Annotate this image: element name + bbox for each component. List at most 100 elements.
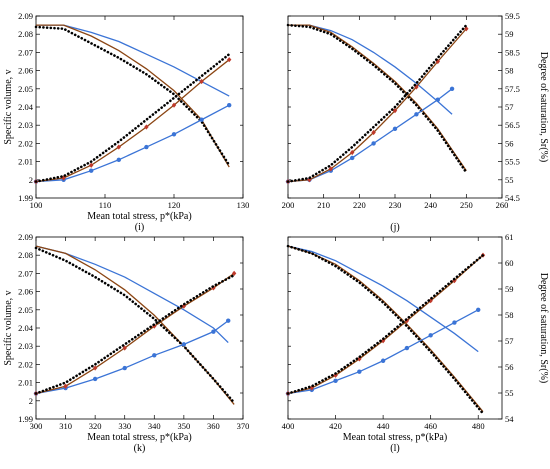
x-tick-label: 220: [353, 200, 366, 210]
y2-tick-label: 61: [505, 232, 514, 242]
x-tick-label: 400: [282, 421, 295, 431]
data-point: [122, 345, 127, 351]
y2-tick-label: 55: [505, 175, 514, 185]
x-axis-title: Mean total stress, p*(kPa): [87, 432, 191, 443]
series-line-3: [286, 23, 468, 174]
x-tick-label: 480: [472, 421, 485, 431]
panel-l: 400 420 440 460 480 54 55 56 57 58 59 60 61 Mean tota…: [282, 232, 549, 454]
x-tick-label: 420: [329, 421, 342, 431]
data-point: [404, 345, 410, 351]
x-axis-title: Mean total stress, p*(kPa): [343, 432, 447, 443]
y-tick-label: 2.08: [18, 29, 33, 39]
x-axis-title: Mean total stress, p*(kPa): [87, 211, 191, 222]
data-point: [231, 270, 237, 276]
y-tick-label: 2.04: [18, 102, 34, 112]
x-tick-label: 100: [30, 200, 43, 210]
y-axis-title: Specific volume, v: [3, 290, 14, 365]
data-point: [181, 303, 187, 309]
y-tick-label: 2.06: [18, 66, 33, 76]
panel-caption: (k): [134, 443, 146, 454]
data-point: [328, 166, 333, 172]
data-point: [449, 86, 455, 92]
x-tick-label: 350: [177, 421, 190, 431]
y2-tick-label: 54: [505, 414, 514, 424]
data-point: [171, 132, 177, 137]
y2-tick-label: 58: [505, 66, 514, 76]
panel-caption: (l): [390, 443, 399, 454]
data-point: [464, 26, 469, 32]
y-tick-label: 2.02: [18, 359, 33, 369]
x-tick-label: 110: [99, 200, 111, 210]
panel-caption: (j): [390, 222, 399, 233]
y-tick-label: 2.08: [18, 250, 33, 260]
y2-tick-label: 57: [505, 336, 514, 346]
data-point: [226, 318, 231, 323]
y2-tick-label: 54.5: [505, 193, 520, 203]
x-tick-label: 370: [237, 421, 250, 431]
y2-axis-title: Degree of saturation, Sr(%): [538, 52, 549, 163]
y-tick-label: 1.99: [18, 193, 33, 203]
y2-tick-label: 56: [505, 362, 514, 372]
x-tick-label: 360: [207, 421, 220, 431]
y-tick-label: 2.07: [18, 47, 33, 57]
data-point: [92, 365, 98, 371]
data-point: [63, 383, 68, 389]
data-point: [199, 117, 204, 122]
panel-i: 100 110 120 130 1.99 2 2.01 2.02 2.03 2.04 2.05 2.0…: [3, 11, 249, 233]
series-line-2: [36, 24, 230, 168]
y2-tick-label: 59: [505, 284, 514, 294]
y2-tick-label: 56: [505, 138, 514, 148]
data-point: [171, 102, 177, 108]
data-point: [357, 369, 362, 374]
series-line-6: [286, 23, 468, 183]
data-point: [428, 333, 433, 338]
data-point: [211, 285, 216, 291]
y-tick-label: 2: [29, 396, 33, 406]
data-point: [392, 126, 398, 132]
x-tick-label: 440: [377, 421, 390, 431]
data-point: [152, 353, 157, 358]
data-point: [435, 97, 440, 102]
y-tick-label: 2.04: [18, 323, 34, 333]
data-point: [227, 102, 232, 108]
data-point: [476, 307, 481, 312]
y-tick-label: 2.09: [18, 11, 33, 21]
series-line-3: [34, 246, 236, 404]
x-tick-label: 240: [424, 200, 437, 210]
y-tick-label: 2.07: [18, 268, 33, 278]
series-line-1: [287, 245, 479, 353]
x-tick-label: 300: [30, 421, 43, 431]
data-point: [89, 168, 94, 173]
data-point: [92, 376, 98, 382]
series-line-3: [34, 25, 231, 167]
x-tick-label: 210: [317, 200, 330, 210]
data-point: [122, 365, 127, 371]
y2-tick-label: 57: [505, 102, 514, 112]
x-tick-label: 320: [89, 421, 102, 431]
y-tick-label: 2.06: [18, 287, 33, 297]
y2-tick-label: 55.5: [505, 157, 520, 167]
series-line-2: [287, 245, 484, 413]
x-tick-label: 340: [148, 421, 161, 431]
data-point: [144, 124, 149, 130]
data-point: [371, 141, 376, 146]
data-point: [371, 129, 376, 136]
x-tick-label: 120: [168, 200, 181, 210]
x-tick-label: 250: [460, 200, 473, 210]
series-line-6: [34, 52, 231, 183]
series-line-1: [288, 24, 453, 115]
y-tick-label: 2.03: [18, 120, 33, 130]
data-point: [350, 149, 355, 156]
series-line-4: [35, 320, 229, 395]
series-line-5: [35, 272, 235, 395]
panel-k: 300 310 320 330 340 350 360 370 1.99 2 2.01 2.02 2.0…: [3, 232, 249, 454]
series-line-2: [35, 245, 235, 405]
y-tick-label: 2.01: [18, 378, 33, 388]
y2-tick-label: 58.5: [505, 47, 520, 57]
data-point: [181, 342, 187, 347]
y-tick-label: 1.99: [18, 414, 33, 424]
series-line-5: [287, 28, 467, 183]
series-line-4: [35, 104, 230, 183]
y2-tick-label: 55: [505, 388, 514, 398]
y-tick-label: 2.01: [18, 157, 33, 167]
